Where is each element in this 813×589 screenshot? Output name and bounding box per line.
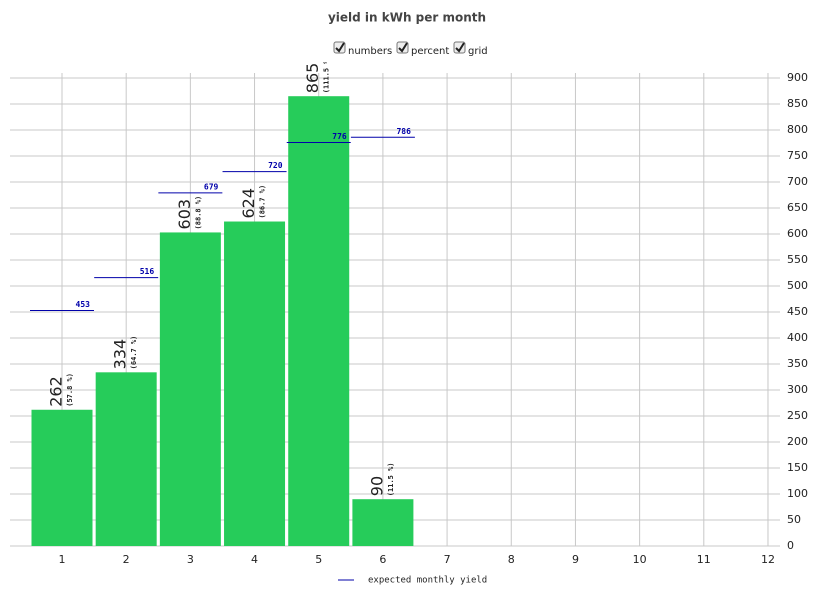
value-label: 624 <box>239 188 258 219</box>
expected-label: 776 <box>332 132 347 141</box>
value-label: 262 <box>47 376 66 407</box>
y-tick-label: 250 <box>787 409 808 422</box>
checkbox-label[interactable]: percent <box>411 46 449 57</box>
value-label: 334 <box>111 339 130 370</box>
y-tick-label: 550 <box>787 253 808 266</box>
y-tick-label: 200 <box>787 435 808 448</box>
y-tick-label: 500 <box>787 279 808 292</box>
bar <box>288 96 350 546</box>
expected-label: 786 <box>396 127 411 136</box>
plot: 262 (57.8 %) 334 (64.7 %) 603 (88.8 %) 624 (86.… <box>30 55 415 546</box>
y-tick-label: 0 <box>787 539 794 552</box>
y-tick-label: 400 <box>787 331 808 344</box>
x-tick-label: 10 <box>633 553 647 566</box>
y-tick-label: 50 <box>787 513 801 526</box>
axes: 0 50 100 150 200 250 300 350 400 450 500 550 600 650 7… <box>59 71 809 586</box>
expected-label: 516 <box>140 267 155 276</box>
percent-label: (111.5 %) <box>323 55 331 93</box>
bar <box>31 409 93 546</box>
y-tick-label: 700 <box>787 175 808 188</box>
x-tick-label: 4 <box>251 553 258 566</box>
checkbox[interactable] <box>396 41 409 54</box>
percent-label: (88.8 %) <box>194 196 202 230</box>
expected-label: 720 <box>268 161 283 170</box>
checkbox-label[interactable]: numbers <box>348 46 392 57</box>
y-tick-label: 900 <box>787 71 808 84</box>
y-tick-label: 600 <box>787 227 808 240</box>
x-tick-label: 2 <box>123 553 130 566</box>
y-tick-label: 150 <box>787 461 808 474</box>
y-tick-label: 650 <box>787 201 808 214</box>
y-tick-label: 850 <box>787 97 808 110</box>
y-tick-label: 750 <box>787 149 808 162</box>
x-tick-label: 7 <box>444 553 451 566</box>
y-tick-label: 800 <box>787 123 808 136</box>
percent-label: (57.8 %) <box>66 373 74 407</box>
x-tick-label: 3 <box>187 553 194 566</box>
x-tick-label: 8 <box>508 553 515 566</box>
y-tick-label: 450 <box>787 305 808 318</box>
value-label: 865 <box>303 63 322 94</box>
x-tick-label: 6 <box>379 553 386 566</box>
y-tick-label: 100 <box>787 487 808 500</box>
x-tick-label: 11 <box>697 553 711 566</box>
x-tick-label: 1 <box>59 553 66 566</box>
percent-label: (64.7 %) <box>130 336 138 370</box>
checkbox-check[interactable] <box>398 42 408 53</box>
chart-title: yield in kWh per month <box>328 11 486 25</box>
y-tick-label: 350 <box>787 357 808 370</box>
percent-label: (11.5 %) <box>387 462 395 496</box>
checkbox[interactable] <box>333 41 346 54</box>
bar <box>95 372 157 546</box>
percent-label: (86.7 %) <box>259 185 267 219</box>
value-label: 90 <box>367 476 386 496</box>
x-tick-label: 9 <box>572 553 579 566</box>
checkbox-label[interactable]: grid <box>468 46 488 57</box>
x-tick-label: 5 <box>315 553 322 566</box>
y-tick-label: 300 <box>787 383 808 396</box>
checkbox-check[interactable] <box>335 42 345 53</box>
expected-label: 453 <box>76 300 91 309</box>
controls: numbers percent grid <box>333 41 488 57</box>
expected-label: 679 <box>204 182 219 191</box>
value-label: 603 <box>175 199 194 230</box>
bar <box>224 221 286 546</box>
checkbox[interactable] <box>453 41 466 54</box>
checkbox-check[interactable] <box>455 42 465 53</box>
x-tick-label: 12 <box>761 553 775 566</box>
bar <box>159 232 221 546</box>
legend-label: expected monthly yield <box>368 576 487 586</box>
bar <box>352 499 414 546</box>
